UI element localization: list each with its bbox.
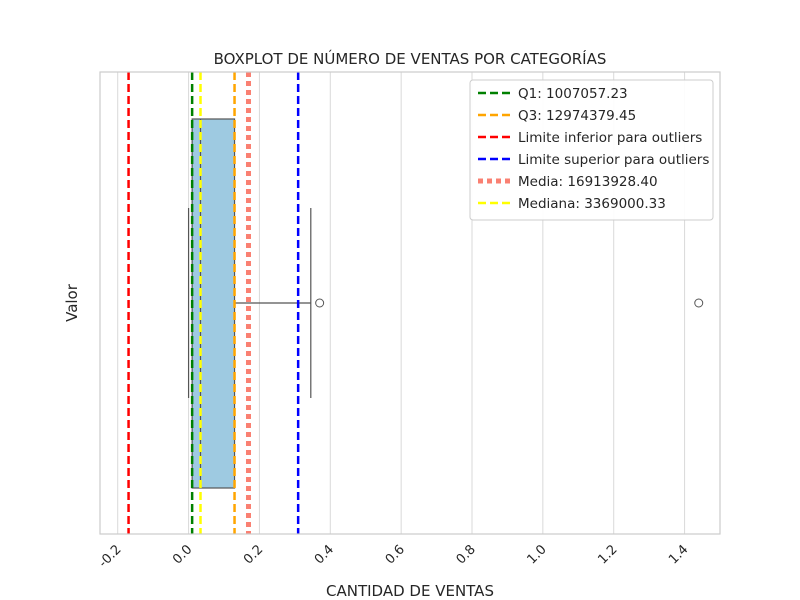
- box-layer: [187, 118, 704, 489]
- x-tick-labels: -0.2 0.0 0.2 0.4 0.6 0.8 1.0 1.2 1.4: [96, 542, 691, 571]
- outlier-point: [315, 298, 325, 308]
- plot-frame: [99, 71, 721, 535]
- x-tick-label: 0.8: [454, 542, 479, 567]
- legend-entry: Media: 16913928.40: [518, 174, 658, 190]
- x-tick-label: 0.2: [241, 542, 266, 567]
- x-tick-label: 0.0: [170, 542, 195, 567]
- legend-box: [469, 79, 714, 221]
- x-tick-label: 1.2: [595, 542, 620, 567]
- x-tick-label: -0.2: [96, 542, 125, 571]
- legend: Q1: 1007057.23 Q3: 12974379.45 Limite infe…: [469, 79, 714, 221]
- x-tick-label: 1.0: [524, 542, 549, 567]
- x-tick-label: 1.4: [666, 542, 691, 567]
- reference-lines-layer: [127, 72, 300, 534]
- legend-entry: Limite inferior para outliers: [518, 130, 702, 146]
- legend-entry: Limite superior para outliers: [518, 152, 709, 168]
- chart-title: BOXPLOT DE NÚMERO DE VENTAS POR CATEGORÍ…: [214, 49, 607, 68]
- x-axis-label: CANTIDAD DE VENTAS: [326, 582, 494, 600]
- box-iqr: [191, 118, 236, 489]
- legend-entry: Mediana: 3369000.33: [518, 196, 666, 212]
- legend-entry: Q1: 1007057.23: [518, 86, 628, 102]
- x-tick-label: 0.6: [383, 542, 408, 567]
- x-tick-label: 0.4: [312, 542, 337, 567]
- y-axis-label: Valor: [63, 283, 81, 322]
- legend-entry: Q3: 12974379.45: [518, 108, 636, 124]
- outlier-point: [694, 298, 704, 308]
